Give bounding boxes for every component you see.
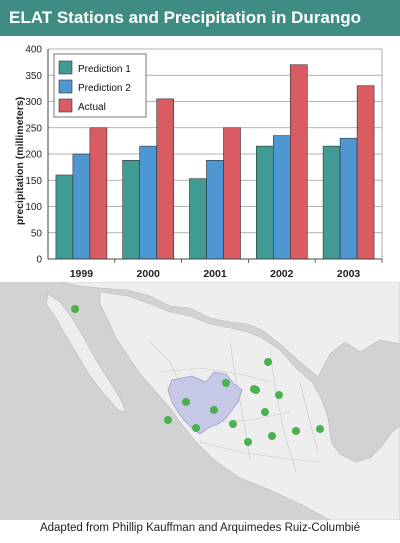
x-tick-label: 2001 [203, 268, 227, 280]
bar-1-1999 [55, 174, 74, 260]
y-tick-label: 300 [25, 97, 42, 108]
bar-1-2003 [322, 145, 341, 260]
bar-1-2000 [122, 160, 140, 260]
legend-swatch [58, 79, 73, 94]
bar-1-2002 [255, 145, 274, 260]
station-dot-icon [252, 386, 260, 394]
y-tick-label: 100 [25, 202, 42, 213]
usa-land [59, 282, 400, 378]
x-tick-label: 2003 [337, 268, 361, 280]
y-tick-label: 150 [25, 176, 42, 187]
legend: Prediction 1 Prediction 2 Actual [53, 53, 147, 118]
axes [47, 49, 383, 263]
station-dot-icon [71, 305, 79, 313]
x-tick-label: 2000 [137, 268, 161, 280]
y-tick-label: 250 [25, 123, 42, 134]
y-tick-label: 350 [25, 71, 42, 82]
bar-2-1999 [72, 153, 91, 260]
legend-swatch [58, 60, 73, 75]
bar-3-2001 [223, 127, 241, 260]
station-map [0, 282, 400, 520]
bar-3-2003 [356, 85, 375, 260]
station-dot-icon [316, 425, 324, 433]
station-dot-icon [261, 408, 269, 416]
y-tick-label: 0 [36, 255, 42, 266]
station-dot-icon [275, 391, 283, 399]
bar-3-2000 [156, 98, 174, 260]
page-title: ELAT Stations and Precipitation in Duran… [9, 8, 361, 27]
x-tick-label: 1999 [70, 268, 94, 280]
x-tick-label: 2002 [270, 268, 294, 280]
baja-california [45, 293, 127, 413]
precipitation-chart: 0 50 100 150 200 250 300 350 400 1999 2000 2001 200… [14, 45, 383, 280]
station-dot-icon [192, 424, 200, 432]
y-axis-label: precipitation (millimeters) [14, 97, 26, 225]
title-bar: ELAT Stations and Precipitation in Duran… [0, 0, 400, 36]
legend-swatch [58, 98, 73, 113]
station-dot-icon [264, 358, 272, 366]
mexico-mainland [99, 291, 400, 520]
legend-label: Prediction 1 [78, 64, 131, 75]
bar-2-2002 [272, 135, 291, 260]
x-tick-labels: 1999 2000 2001 2002 2003 [70, 268, 361, 280]
station-dot-icon [244, 438, 252, 446]
bar-2-2000 [139, 145, 157, 260]
y-tick-label: 200 [25, 150, 42, 161]
bar-3-1999 [89, 127, 108, 260]
y-tick-label: 400 [25, 45, 42, 56]
bars [55, 64, 375, 260]
durango-region [167, 371, 243, 435]
station-dot-icon [164, 416, 172, 424]
station-dot-icon [268, 432, 276, 440]
source-caption: Adapted from Phillip Kauffman and Arquim… [39, 522, 361, 534]
station-dot-icon [292, 427, 300, 435]
bar-3-2002 [289, 64, 308, 260]
legend-label: Prediction 2 [78, 83, 131, 94]
bar-1-2001 [189, 178, 207, 260]
station-dot-icon [210, 406, 218, 414]
y-tick-label: 50 [31, 228, 43, 239]
station-dot-icon [222, 379, 230, 387]
bar-2-2001 [206, 160, 224, 260]
y-tick-labels: 0 50 100 150 200 250 300 350 400 [25, 45, 42, 266]
legend-label: Actual [78, 102, 106, 113]
bar-2-2003 [339, 137, 358, 260]
station-dot-icon [229, 420, 237, 428]
stations [71, 305, 324, 446]
station-dot-icon [182, 398, 190, 406]
